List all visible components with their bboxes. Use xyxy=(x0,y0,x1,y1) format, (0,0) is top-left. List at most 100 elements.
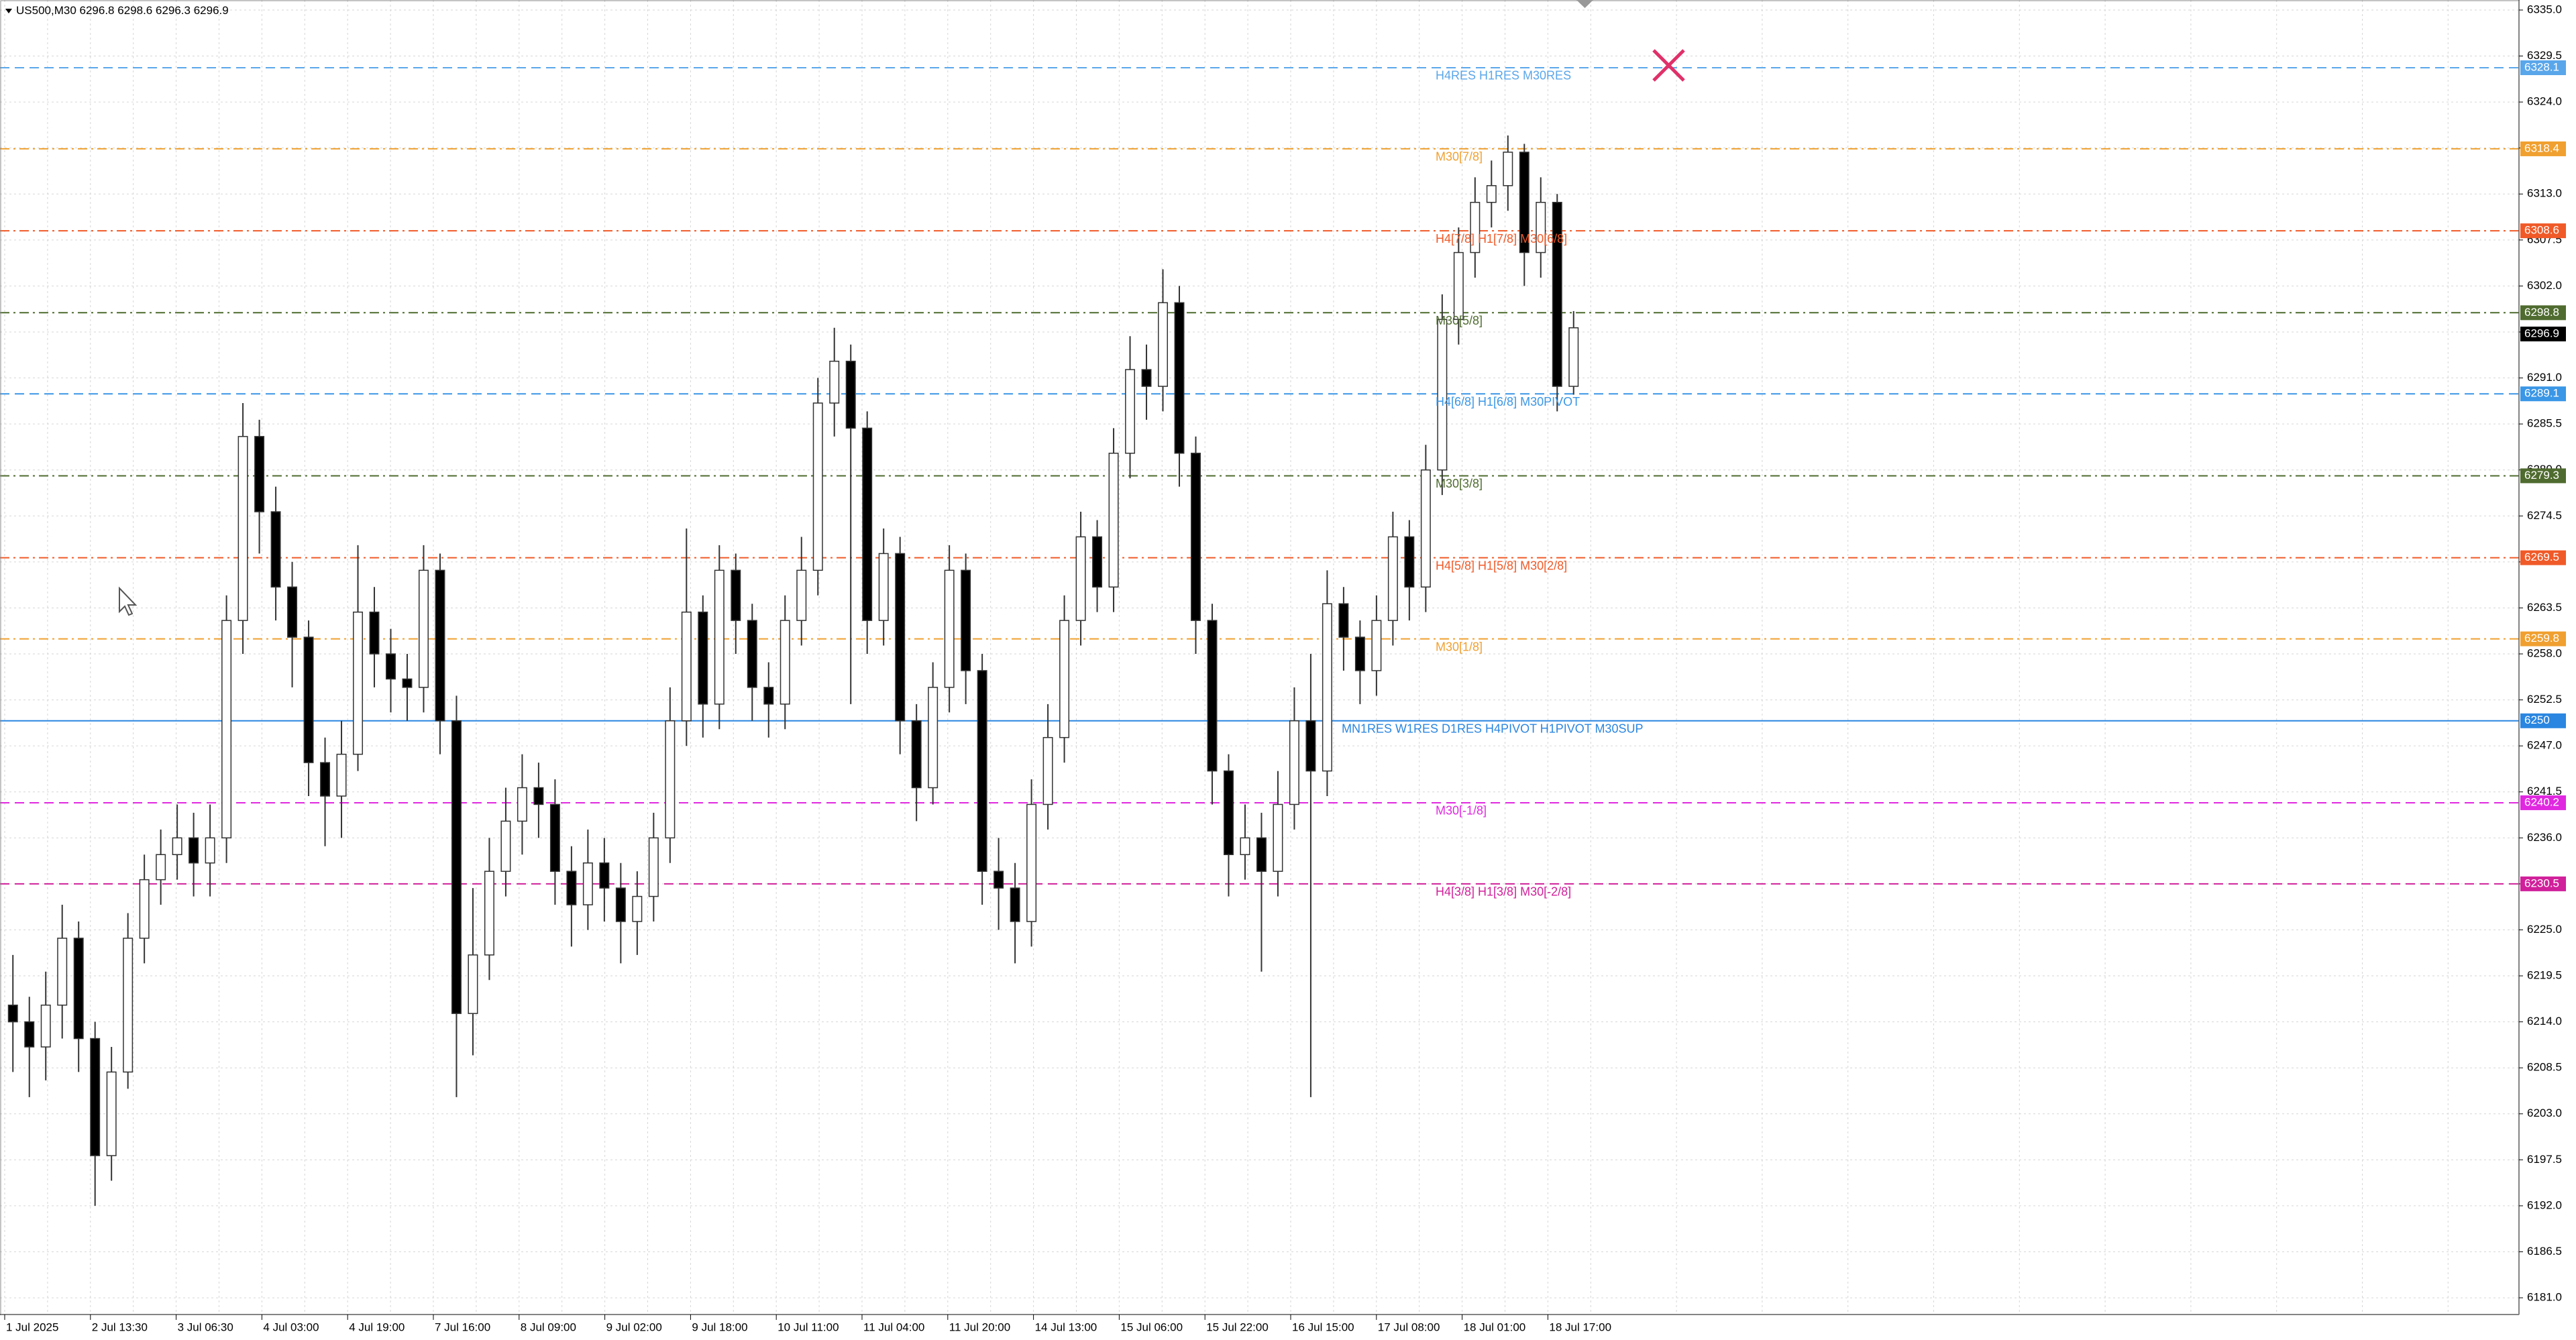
candle-body xyxy=(1158,302,1169,387)
candle-body xyxy=(747,620,757,688)
candle-body xyxy=(336,753,347,797)
candle-body xyxy=(303,636,314,763)
candle-body xyxy=(1010,887,1020,922)
x-tick-label: 11 Jul 04:00 xyxy=(863,1321,924,1333)
price-box-label: 6279.3 xyxy=(2524,469,2559,482)
candle-body xyxy=(320,762,331,797)
candle-body xyxy=(172,837,182,855)
quote-high: 6298.6 xyxy=(117,4,152,17)
candle-body xyxy=(698,611,708,705)
shift-marker xyxy=(1576,0,1593,8)
price-box-label: 6298.8 xyxy=(2524,306,2559,319)
candle-body xyxy=(1420,469,1431,588)
current-price-box xyxy=(2520,327,2566,341)
close-marker-stroke xyxy=(1652,49,1685,82)
candle-body xyxy=(189,837,199,864)
candle-body xyxy=(106,1071,117,1156)
candle-body xyxy=(1322,603,1332,772)
candle-body xyxy=(1371,620,1382,671)
candle-body xyxy=(763,687,774,705)
y-tick-label: 6335.0 xyxy=(2527,3,2562,15)
y-tick-label: 6197.5 xyxy=(2527,1153,2562,1166)
candle-body xyxy=(1387,536,1398,621)
candle-body xyxy=(615,887,626,922)
y-tick-label: 6329.5 xyxy=(2527,49,2562,62)
price-box-label: 6328.1 xyxy=(2524,60,2559,73)
candle-body xyxy=(40,1004,51,1048)
y-tick-label: 6181.0 xyxy=(2527,1291,2562,1304)
candles xyxy=(7,135,1579,1206)
level-label: M30[5/8] xyxy=(1436,314,1483,327)
y-tick-label: 6274.5 xyxy=(2527,509,2562,522)
price-box xyxy=(2520,468,2566,484)
candle-body xyxy=(1552,201,1562,387)
candle-body xyxy=(1125,369,1136,454)
level-label: M30[7/8] xyxy=(1436,150,1483,164)
candle-body xyxy=(796,569,807,621)
labels: 6335.06329.56324.06318.56313.06307.56302… xyxy=(4,3,2566,1333)
candle-body xyxy=(270,511,281,588)
price-box-label: 6250 xyxy=(2524,714,2550,726)
candle-body xyxy=(1519,152,1529,254)
x-tick-label: 18 Jul 01:00 xyxy=(1464,1321,1526,1333)
plot-border xyxy=(0,0,2520,1315)
candle-body xyxy=(369,611,380,655)
price-box xyxy=(2520,223,2566,239)
candle-body xyxy=(205,837,215,864)
candle-body xyxy=(1536,201,1546,254)
levels xyxy=(0,66,2519,885)
y-tick-label: 6324.0 xyxy=(2527,95,2562,108)
level-label: H4[7/8] H1[7/8] M30[6/8] xyxy=(1436,232,1567,245)
y-tick-label: 6302.0 xyxy=(2527,279,2562,292)
candle-body xyxy=(911,720,922,789)
candle-body xyxy=(1191,453,1201,621)
axes xyxy=(0,0,2520,1315)
x-tick-label: 10 Jul 11:00 xyxy=(777,1321,839,1333)
quote-low: 6296.3 xyxy=(156,4,191,17)
y-tick-label: 6203.0 xyxy=(2527,1107,2562,1119)
candle-body xyxy=(665,720,676,839)
x-tick-label: 4 Jul 03:00 xyxy=(263,1321,319,1333)
mouse-cursor xyxy=(119,586,138,616)
price-box xyxy=(2520,876,2566,891)
candle-body xyxy=(1059,620,1070,738)
candle-body xyxy=(90,1038,101,1156)
candle-body xyxy=(1289,720,1299,805)
price-box xyxy=(2520,713,2566,728)
candle-body xyxy=(549,803,560,872)
price-box-label: 6269.5 xyxy=(2524,551,2559,563)
candle-body xyxy=(714,569,724,705)
level-label: M30[3/8] xyxy=(1436,477,1483,490)
x-tick-label: 3 Jul 06:30 xyxy=(178,1321,233,1333)
candle-body xyxy=(845,360,856,429)
candle-body xyxy=(1092,536,1103,588)
candle-body xyxy=(994,871,1004,889)
header-arrow xyxy=(5,9,12,13)
y-tick-label: 6208.5 xyxy=(2527,1061,2562,1074)
price-box-label: 6240.2 xyxy=(2524,795,2559,808)
x-tick-label: 16 Jul 15:00 xyxy=(1292,1321,1354,1333)
level-label: M30[-1/8] xyxy=(1436,804,1487,818)
candle-body xyxy=(878,553,889,621)
y-tick-label: 6252.5 xyxy=(2527,693,2562,706)
candle-body xyxy=(1503,152,1513,186)
candle-body xyxy=(57,938,68,1006)
y-tick-label: 6236.0 xyxy=(2527,831,2562,844)
candle-body xyxy=(237,436,248,621)
x-tick-label: 17 Jul 08:00 xyxy=(1378,1321,1440,1333)
candle-body xyxy=(829,360,840,404)
candle-body xyxy=(1174,302,1185,454)
x-tick-label: 14 Jul 13:00 xyxy=(1035,1321,1097,1333)
level-label: MN1RES W1RES D1RES H4PIVOT H1PIVOT M30SU… xyxy=(1342,722,1643,736)
candle-body xyxy=(566,871,577,905)
quote-open: 6296.8 xyxy=(80,4,115,17)
chart-header: US500,M30 6296.8 6298.6 6296.3 6296.9 xyxy=(16,4,229,17)
candle-body xyxy=(484,871,494,956)
candle-body xyxy=(1026,803,1037,922)
level-label: H4RES H1RES M30RES xyxy=(1436,69,1571,82)
y-tick-label: 6247.0 xyxy=(2527,739,2562,752)
close-marker xyxy=(1652,49,1685,82)
price-box xyxy=(2520,305,2566,321)
